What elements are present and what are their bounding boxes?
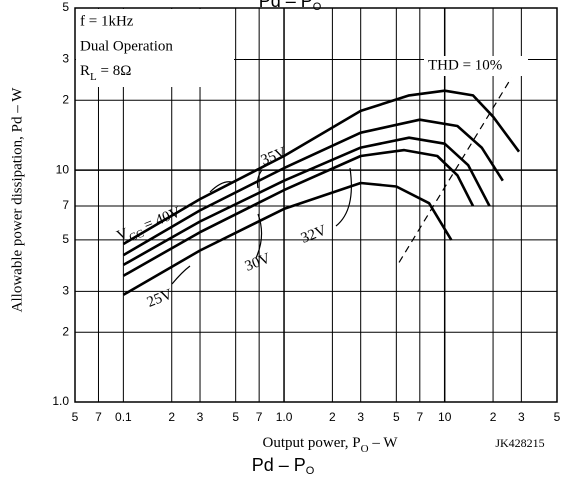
y-tick-label: 2 xyxy=(62,92,69,106)
curve xyxy=(122,118,504,257)
curve xyxy=(122,181,453,296)
y-tick-label: 5 xyxy=(62,232,69,246)
y-axis-label: Allowable power dissipation, Pd – W xyxy=(9,87,25,313)
x-tick-label: 7 xyxy=(416,410,423,424)
label-leader xyxy=(171,265,191,285)
x-axis-label-main: Output power, P xyxy=(263,435,361,451)
x-tick-label: 5 xyxy=(393,410,400,424)
x-axis-label-sub: O xyxy=(361,443,369,455)
x-tick-label: 3 xyxy=(518,410,525,424)
x-tick-label: 3 xyxy=(197,410,204,424)
y-tick-label: 3 xyxy=(62,284,69,298)
y-tick-label: 7 xyxy=(62,198,69,212)
condition-text: RL = 8Ω xyxy=(80,63,131,82)
thd-label: THD = 10% xyxy=(428,57,502,73)
x-tick-label: 5 xyxy=(72,410,79,424)
thd-line xyxy=(398,77,512,263)
x-axis-label: Output power, PO – W xyxy=(263,435,399,454)
x-tick-label: 2 xyxy=(329,410,336,424)
plot-frame xyxy=(74,7,558,403)
label-leader xyxy=(256,169,263,189)
thd-label-bg xyxy=(424,56,528,76)
x-tick-label: 2 xyxy=(490,410,497,424)
chart-title-main: Pd – P xyxy=(252,455,306,475)
y-tick-label: 1.0 xyxy=(52,394,69,408)
x-tick-label: 5 xyxy=(232,410,239,424)
x-tick-label: 3 xyxy=(357,410,364,424)
condition-text: Dual Operation xyxy=(80,38,173,54)
x-tick-label: 10 xyxy=(438,410,452,424)
curve xyxy=(122,136,491,267)
curve xyxy=(122,89,521,246)
label-leader xyxy=(335,167,352,227)
x-tick-label: 2 xyxy=(168,410,175,424)
chart-title-main: Pd – P xyxy=(259,0,313,11)
y-tick-label: 3 xyxy=(62,52,69,66)
chart-code: JK428215 xyxy=(495,436,544,450)
conditions-box xyxy=(76,9,234,87)
y-tick-label: 2 xyxy=(62,324,69,338)
x-tick-label: 7 xyxy=(95,410,102,424)
y-tick-label: 5 xyxy=(62,0,69,14)
chart-title-sub: O xyxy=(313,1,322,13)
x-tick-label: 5 xyxy=(554,410,561,424)
label-leader xyxy=(209,181,233,193)
curve-label-sub: CC xyxy=(128,227,146,244)
condition-text-main: R xyxy=(80,63,90,79)
condition-text-rest: = 8Ω xyxy=(97,63,132,79)
curve xyxy=(122,148,475,277)
chart-title: Pd – PO xyxy=(259,0,322,13)
y-tick-label: 10 xyxy=(56,162,70,176)
x-axis-label-rest: – W xyxy=(369,435,399,451)
chart-title: Pd – PO xyxy=(252,455,315,477)
condition-text: f = 1kHz xyxy=(80,13,134,29)
chart-title-sub: O xyxy=(306,465,315,477)
condition-text-sub: L xyxy=(90,71,97,83)
x-tick-label: 7 xyxy=(256,410,263,424)
x-tick-label: 1.0 xyxy=(276,410,293,424)
label-leader xyxy=(255,213,263,259)
x-tick-label: 0.1 xyxy=(115,410,132,424)
